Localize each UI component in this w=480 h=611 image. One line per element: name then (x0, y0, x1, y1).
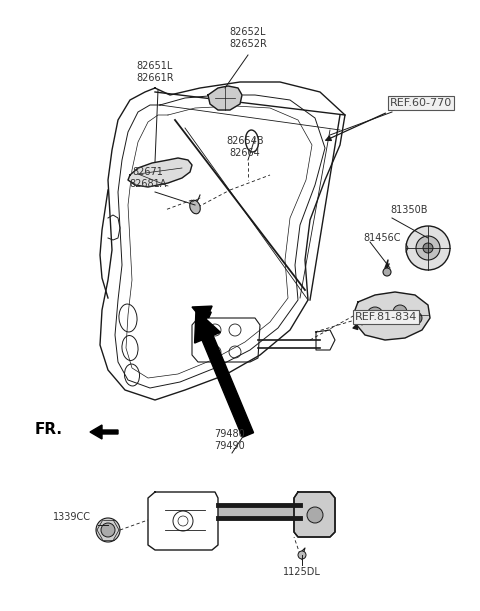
Text: 82652L
82652R: 82652L 82652R (229, 27, 267, 49)
Circle shape (410, 312, 422, 324)
Text: 79480
79490: 79480 79490 (215, 429, 245, 451)
Polygon shape (355, 292, 430, 340)
Text: 1125DL: 1125DL (283, 567, 321, 577)
FancyArrow shape (90, 425, 118, 439)
Ellipse shape (298, 551, 306, 559)
Ellipse shape (190, 200, 200, 214)
FancyArrow shape (194, 310, 253, 437)
Polygon shape (128, 158, 192, 187)
Text: REF.81-834: REF.81-834 (355, 312, 418, 322)
Circle shape (367, 307, 383, 323)
Circle shape (416, 236, 440, 260)
Text: 82671
82681A: 82671 82681A (129, 167, 167, 189)
Circle shape (307, 507, 323, 523)
Text: 82651L
82661R: 82651L 82661R (136, 61, 174, 83)
Circle shape (101, 523, 115, 537)
FancyArrow shape (192, 306, 212, 323)
Ellipse shape (383, 268, 391, 276)
Circle shape (423, 243, 433, 253)
Text: 81350B: 81350B (390, 205, 428, 215)
Circle shape (96, 518, 120, 542)
Polygon shape (294, 492, 335, 537)
Text: 82654B
82664: 82654B 82664 (226, 136, 264, 158)
Circle shape (393, 305, 407, 319)
Polygon shape (208, 86, 242, 110)
Circle shape (406, 226, 450, 270)
Polygon shape (218, 505, 300, 518)
Text: FR.: FR. (35, 422, 63, 437)
Text: REF.60-770: REF.60-770 (390, 98, 452, 108)
Text: 81456C: 81456C (363, 233, 400, 243)
Text: 1339CC: 1339CC (53, 512, 91, 522)
